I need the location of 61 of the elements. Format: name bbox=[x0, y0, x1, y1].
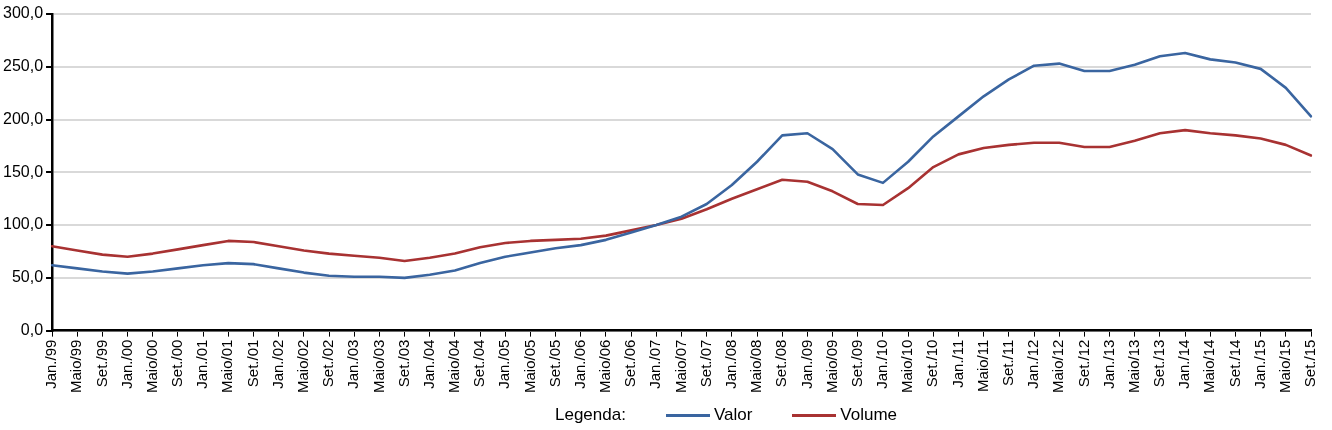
x-tick-label: Jan./13 bbox=[1099, 339, 1117, 389]
y-tick-label: 50,0 bbox=[11, 268, 44, 286]
x-tick-label: Jan./14 bbox=[1175, 339, 1193, 389]
x-tick-label: Jan./03 bbox=[344, 339, 362, 389]
x-tick-label: Maio/14 bbox=[1200, 339, 1218, 394]
x-tick-label: Maio/00 bbox=[142, 339, 160, 394]
x-tick-label: Jan./06 bbox=[570, 339, 588, 389]
x-tick-label: Set./03 bbox=[394, 339, 412, 388]
x-tick-label: Maio/01 bbox=[218, 339, 236, 394]
x-tick-label: Set./99 bbox=[92, 339, 110, 388]
x-tick-label: Jan./99 bbox=[42, 339, 60, 389]
y-tick-label: 150,0 bbox=[2, 162, 44, 180]
x-tick-label: Jan./08 bbox=[722, 339, 740, 389]
x-tick-label: Set./11 bbox=[998, 339, 1016, 387]
y-tick-label: 0,0 bbox=[20, 321, 44, 339]
x-tick-label: Jan./02 bbox=[268, 339, 286, 389]
x-tick-label: Maio/10 bbox=[898, 339, 916, 394]
y-tick-label: 100,0 bbox=[2, 215, 44, 233]
y-tick-label: 200,0 bbox=[2, 109, 44, 127]
x-tick-label: Set./05 bbox=[545, 339, 563, 388]
x-tick-label: Maio/99 bbox=[67, 339, 85, 394]
x-tick-label: Set./02 bbox=[319, 339, 337, 388]
x-tick-label: Maio/02 bbox=[293, 339, 311, 394]
x-tick-label: Maio/11 bbox=[973, 339, 991, 392]
y-tick-label: 250,0 bbox=[2, 57, 44, 75]
x-tick-label: Set./08 bbox=[772, 339, 790, 388]
x-tick-label: Maio/08 bbox=[747, 339, 765, 394]
x-tick-label: Jan./05 bbox=[495, 339, 513, 389]
x-tick-label: Jan./15 bbox=[1250, 339, 1268, 389]
x-tick-label: Jan./04 bbox=[419, 339, 437, 389]
x-tick-label: Set./10 bbox=[923, 339, 941, 388]
x-tick-label: Maio/07 bbox=[671, 339, 689, 394]
legend-label: Volume bbox=[840, 405, 898, 425]
x-tick-label: Jan./11 bbox=[948, 339, 966, 388]
x-tick-label: Jan./12 bbox=[1024, 339, 1042, 389]
x-tick-label: Set./07 bbox=[696, 339, 714, 388]
x-tick-label: Maio/09 bbox=[822, 339, 840, 394]
x-tick-label: Maio/05 bbox=[520, 339, 538, 394]
x-tick-label: Set./15 bbox=[1301, 339, 1319, 388]
x-tick-label: Jan./09 bbox=[797, 339, 815, 389]
y-tick-label: 300,0 bbox=[2, 4, 44, 22]
x-tick-label: Maio/04 bbox=[445, 339, 463, 394]
legend-label: Valor bbox=[713, 405, 753, 425]
x-tick-label: Jan./00 bbox=[117, 339, 135, 389]
legend-title: Legenda: bbox=[554, 405, 626, 425]
x-tick-label: Jan./07 bbox=[646, 339, 664, 389]
x-tick-label: Set./00 bbox=[168, 339, 186, 388]
x-tick-label: Set./01 bbox=[243, 339, 261, 388]
x-tick-label: Maio/06 bbox=[596, 339, 614, 394]
x-tick-label: Set./13 bbox=[1150, 339, 1168, 388]
x-tick-label: Maio/03 bbox=[369, 339, 387, 394]
x-tick-label: Set./12 bbox=[1074, 339, 1092, 388]
x-tick-label: Maio/15 bbox=[1275, 339, 1293, 394]
x-tick-label: Maio/12 bbox=[1049, 339, 1067, 394]
x-tick-label: Set./04 bbox=[470, 339, 488, 388]
x-tick-label: Jan./01 bbox=[193, 339, 211, 389]
x-tick-label: Set./06 bbox=[621, 339, 639, 388]
x-tick-label: Maio/13 bbox=[1124, 339, 1142, 394]
x-tick-label: Jan./10 bbox=[873, 339, 891, 389]
x-tick-label: Set./14 bbox=[1225, 339, 1243, 388]
x-tick-label: Set./09 bbox=[847, 339, 865, 388]
